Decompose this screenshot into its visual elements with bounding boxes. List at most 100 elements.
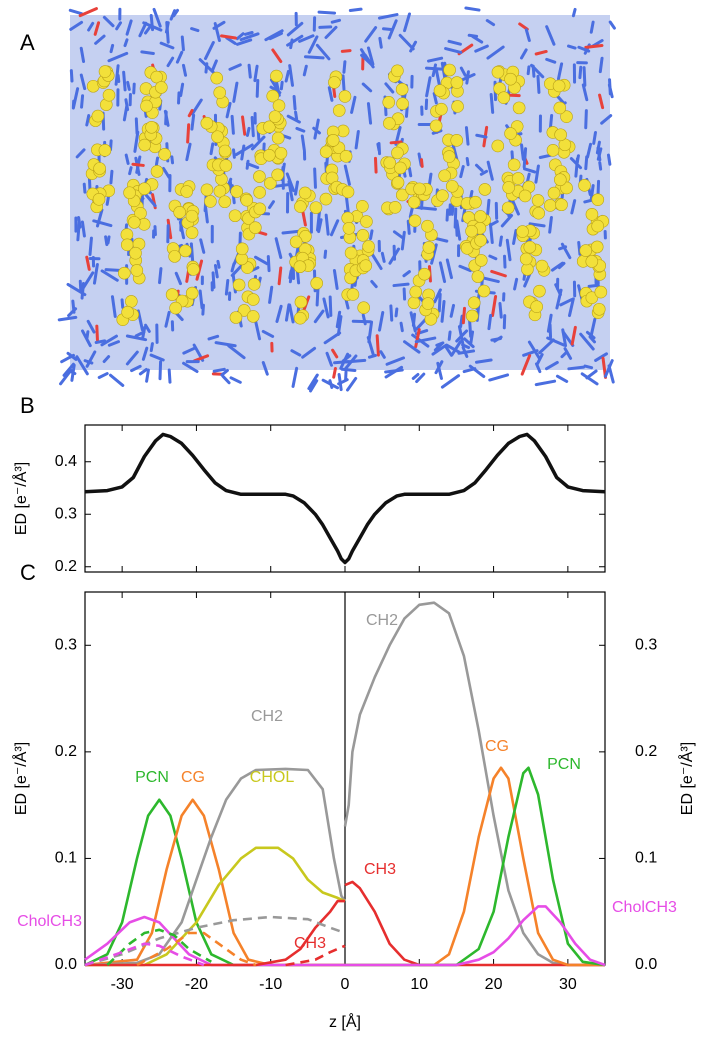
lipid-stick xyxy=(519,48,528,60)
lipid-stick xyxy=(384,365,404,379)
lipid-stick xyxy=(555,374,569,383)
lipid-stick xyxy=(163,109,170,127)
cholesterol-atom xyxy=(491,65,505,79)
lipid-stick xyxy=(534,164,540,184)
lipid-stick xyxy=(434,360,444,375)
lipid-stick xyxy=(228,63,242,71)
lipid-stick xyxy=(444,345,454,357)
cholesterol-atom xyxy=(394,161,407,175)
lipid-stick xyxy=(295,126,306,133)
density-line xyxy=(84,767,347,967)
lipid-stick xyxy=(361,313,367,326)
lipid-stick xyxy=(324,25,338,39)
lipid-stick xyxy=(486,160,494,181)
lipid-stick xyxy=(437,292,442,313)
lipid-stick xyxy=(447,39,462,46)
cholesterol-atom xyxy=(187,263,200,276)
lipid-stick xyxy=(415,372,426,384)
cholesterol-atom xyxy=(293,311,307,325)
lipid-stick xyxy=(126,80,131,91)
lipid-stick xyxy=(154,156,160,167)
lipid-stick xyxy=(455,329,469,343)
cholesterol-atom xyxy=(200,116,214,130)
lipid-stick xyxy=(232,148,236,159)
lipid-stick xyxy=(354,129,360,150)
cholesterol-atom xyxy=(516,225,529,238)
lipid-stick xyxy=(286,114,301,124)
density-line xyxy=(85,899,345,967)
lipid-stick xyxy=(131,162,145,167)
cholesterol-atom xyxy=(299,230,312,243)
cholesterol-atom xyxy=(362,240,375,253)
cholesterol-atom xyxy=(523,240,537,254)
lipid-stick xyxy=(545,57,557,64)
lipid-stick xyxy=(522,349,539,357)
lipid-stick xyxy=(277,266,283,286)
y-axis-label: ED [e⁻/Å³] xyxy=(11,462,30,535)
lipid-stick xyxy=(102,15,115,28)
lipid-stick xyxy=(166,56,175,68)
lipid-stick xyxy=(560,242,572,260)
lipid-stick xyxy=(389,140,403,145)
lipid-stick xyxy=(432,92,438,105)
lipid-stick xyxy=(212,20,226,30)
lipid-stick xyxy=(481,276,500,284)
lipid-stick xyxy=(106,235,111,245)
y-tick-label: 0.2 xyxy=(55,558,77,575)
panel-label: C xyxy=(20,560,36,585)
cholesterol-atom xyxy=(465,224,478,238)
lipid-stick xyxy=(488,254,498,261)
series-label: CH3 xyxy=(294,935,326,952)
lipid-stick xyxy=(325,351,334,367)
lipid-stick xyxy=(583,364,594,370)
lipid-stick xyxy=(575,154,580,165)
lipid-stick xyxy=(586,142,593,159)
lipid-stick xyxy=(241,115,247,136)
lipid-stick xyxy=(59,368,73,386)
lipid-stick xyxy=(431,63,437,78)
lipid-stick xyxy=(145,368,150,383)
cholesterol-atom xyxy=(469,195,482,209)
density-line xyxy=(345,905,606,967)
lipid-stick xyxy=(461,306,467,325)
x-tick-label: -20 xyxy=(185,976,208,993)
series-label: PCN xyxy=(547,756,581,773)
lipid-stick xyxy=(364,26,378,43)
cholesterol-atom xyxy=(268,110,282,123)
cholesterol-atom xyxy=(422,241,436,254)
density-line xyxy=(343,601,605,967)
lipid-stick xyxy=(192,354,210,363)
lipid-stick xyxy=(534,379,557,387)
lipid-stick xyxy=(285,172,296,193)
lipid-stick xyxy=(227,344,246,360)
lipid-stick xyxy=(189,242,195,263)
lipid-stick xyxy=(536,74,541,94)
lipid-stick xyxy=(384,82,395,94)
cholesterol-atom xyxy=(535,259,549,273)
cholesterol-atom xyxy=(219,159,233,172)
lipid-stick xyxy=(80,94,85,109)
lipid-stick xyxy=(186,123,191,144)
lipid-stick xyxy=(589,20,595,34)
lipid-stick xyxy=(204,206,209,224)
lipid-stick xyxy=(294,110,299,121)
cholesterol-atom xyxy=(547,186,561,200)
lipid-stick xyxy=(66,282,87,297)
cholesterol-atom xyxy=(359,259,373,272)
lipid-stick xyxy=(316,210,321,232)
lipid-stick xyxy=(185,142,192,162)
cholesterol-atom xyxy=(433,84,447,97)
cholesterol-atom xyxy=(319,145,333,159)
cholesterol-atom xyxy=(585,255,599,268)
cholesterol-atom xyxy=(253,186,266,199)
density-line xyxy=(345,766,606,967)
cholesterol-atom xyxy=(532,206,545,220)
lipid-stick xyxy=(175,50,184,64)
lipid-stick xyxy=(94,339,107,345)
lipid-stick xyxy=(332,366,337,379)
lipid-stick xyxy=(224,279,230,296)
cholesterol-atom xyxy=(213,184,227,198)
cholesterol-atom xyxy=(169,301,182,315)
lipid-stick xyxy=(267,200,275,210)
lipid-stick xyxy=(510,198,520,216)
